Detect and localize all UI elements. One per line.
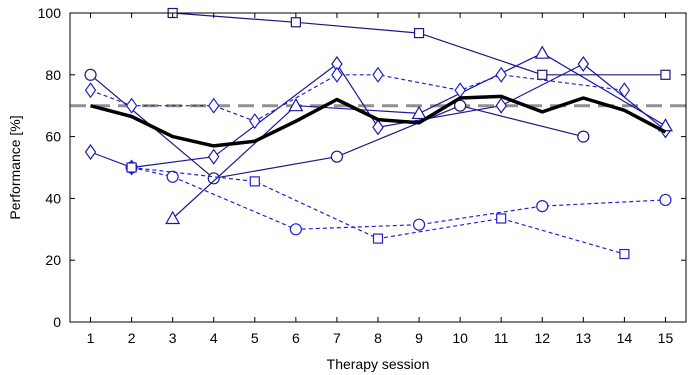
data-point-diamond bbox=[495, 66, 507, 83]
x-tick-label: 4 bbox=[210, 330, 218, 346]
data-point-square bbox=[290, 17, 301, 28]
data-point-diamond bbox=[577, 55, 590, 73]
data-point-diamond bbox=[331, 66, 343, 83]
x-tick-label: 5 bbox=[251, 330, 259, 346]
data-point-diamond bbox=[372, 66, 384, 83]
series-6 bbox=[126, 162, 630, 260]
data-point-diamond bbox=[618, 82, 631, 99]
data-point-diamond bbox=[207, 97, 220, 114]
series-8-line bbox=[90, 94, 667, 148]
data-point-circle bbox=[454, 99, 467, 112]
data-point-triangle bbox=[288, 97, 304, 112]
data-point-circle bbox=[536, 200, 549, 213]
data-point-diamond bbox=[372, 119, 384, 136]
data-point-square bbox=[619, 248, 630, 260]
data-point-triangle bbox=[165, 210, 181, 225]
x-tick-label: 8 bbox=[374, 330, 382, 346]
y-tick-label: 0 bbox=[53, 314, 61, 330]
data-point-diamond bbox=[84, 82, 97, 99]
y-tick-label: 20 bbox=[45, 252, 61, 268]
data-point-triangle bbox=[534, 45, 550, 59]
x-tick-label: 13 bbox=[576, 330, 592, 346]
data-point-diamond bbox=[249, 113, 261, 130]
data-point-circle bbox=[289, 223, 302, 236]
y-tick-label: 40 bbox=[45, 190, 61, 206]
x-tick-label: 1 bbox=[87, 330, 95, 346]
data-point-triangle bbox=[411, 105, 427, 120]
data-point-square bbox=[249, 176, 260, 187]
series-4-line bbox=[172, 52, 666, 219]
data-point-diamond bbox=[125, 97, 138, 114]
data-point-square bbox=[537, 69, 548, 80]
data-point-diamond bbox=[84, 144, 97, 161]
y-tick-label: 80 bbox=[45, 67, 61, 83]
data-point-circle bbox=[84, 68, 97, 81]
series-5-line bbox=[131, 166, 666, 230]
x-tick-label: 7 bbox=[333, 330, 341, 346]
series-3 bbox=[167, 7, 671, 80]
x-tick-label: 14 bbox=[617, 330, 633, 346]
plot-frame bbox=[69, 12, 687, 323]
data-point-square bbox=[496, 213, 507, 224]
series-1 bbox=[84, 68, 590, 185]
data-point-diamond bbox=[495, 97, 507, 114]
x-tick-label: 15 bbox=[658, 330, 674, 346]
data-point-circle bbox=[207, 172, 220, 185]
y-axis-label: Performance [%] bbox=[7, 115, 23, 219]
data-point-circle bbox=[659, 193, 672, 207]
x-tick-label: 12 bbox=[534, 330, 550, 346]
y-tick-label: 60 bbox=[45, 129, 61, 145]
plot-area bbox=[70, 7, 686, 260]
x-axis-label: Therapy session bbox=[327, 356, 430, 372]
data-point-square bbox=[372, 233, 384, 244]
data-point-circle bbox=[412, 218, 426, 231]
series-7 bbox=[84, 66, 631, 130]
data-point-circle bbox=[166, 170, 179, 183]
data-point-square bbox=[413, 27, 425, 39]
data-point-square bbox=[660, 69, 671, 80]
x-tick-label: 9 bbox=[415, 330, 423, 346]
data-point-diamond bbox=[207, 148, 220, 165]
series-2-line bbox=[90, 63, 666, 169]
data-point-circle bbox=[577, 130, 590, 143]
data-point-square bbox=[126, 162, 137, 173]
x-tick-label: 3 bbox=[169, 330, 177, 346]
data-point-circle bbox=[330, 150, 344, 163]
series-7-line bbox=[90, 74, 625, 122]
x-tick-label: 10 bbox=[452, 330, 468, 346]
series-8 bbox=[90, 94, 667, 148]
x-tick-label: 2 bbox=[128, 330, 136, 346]
series-3-line bbox=[172, 12, 666, 76]
y-tick-label: 100 bbox=[38, 5, 62, 21]
series-4 bbox=[165, 45, 673, 225]
x-tick-label: 6 bbox=[292, 330, 300, 346]
x-tick-label: 11 bbox=[494, 330, 509, 346]
